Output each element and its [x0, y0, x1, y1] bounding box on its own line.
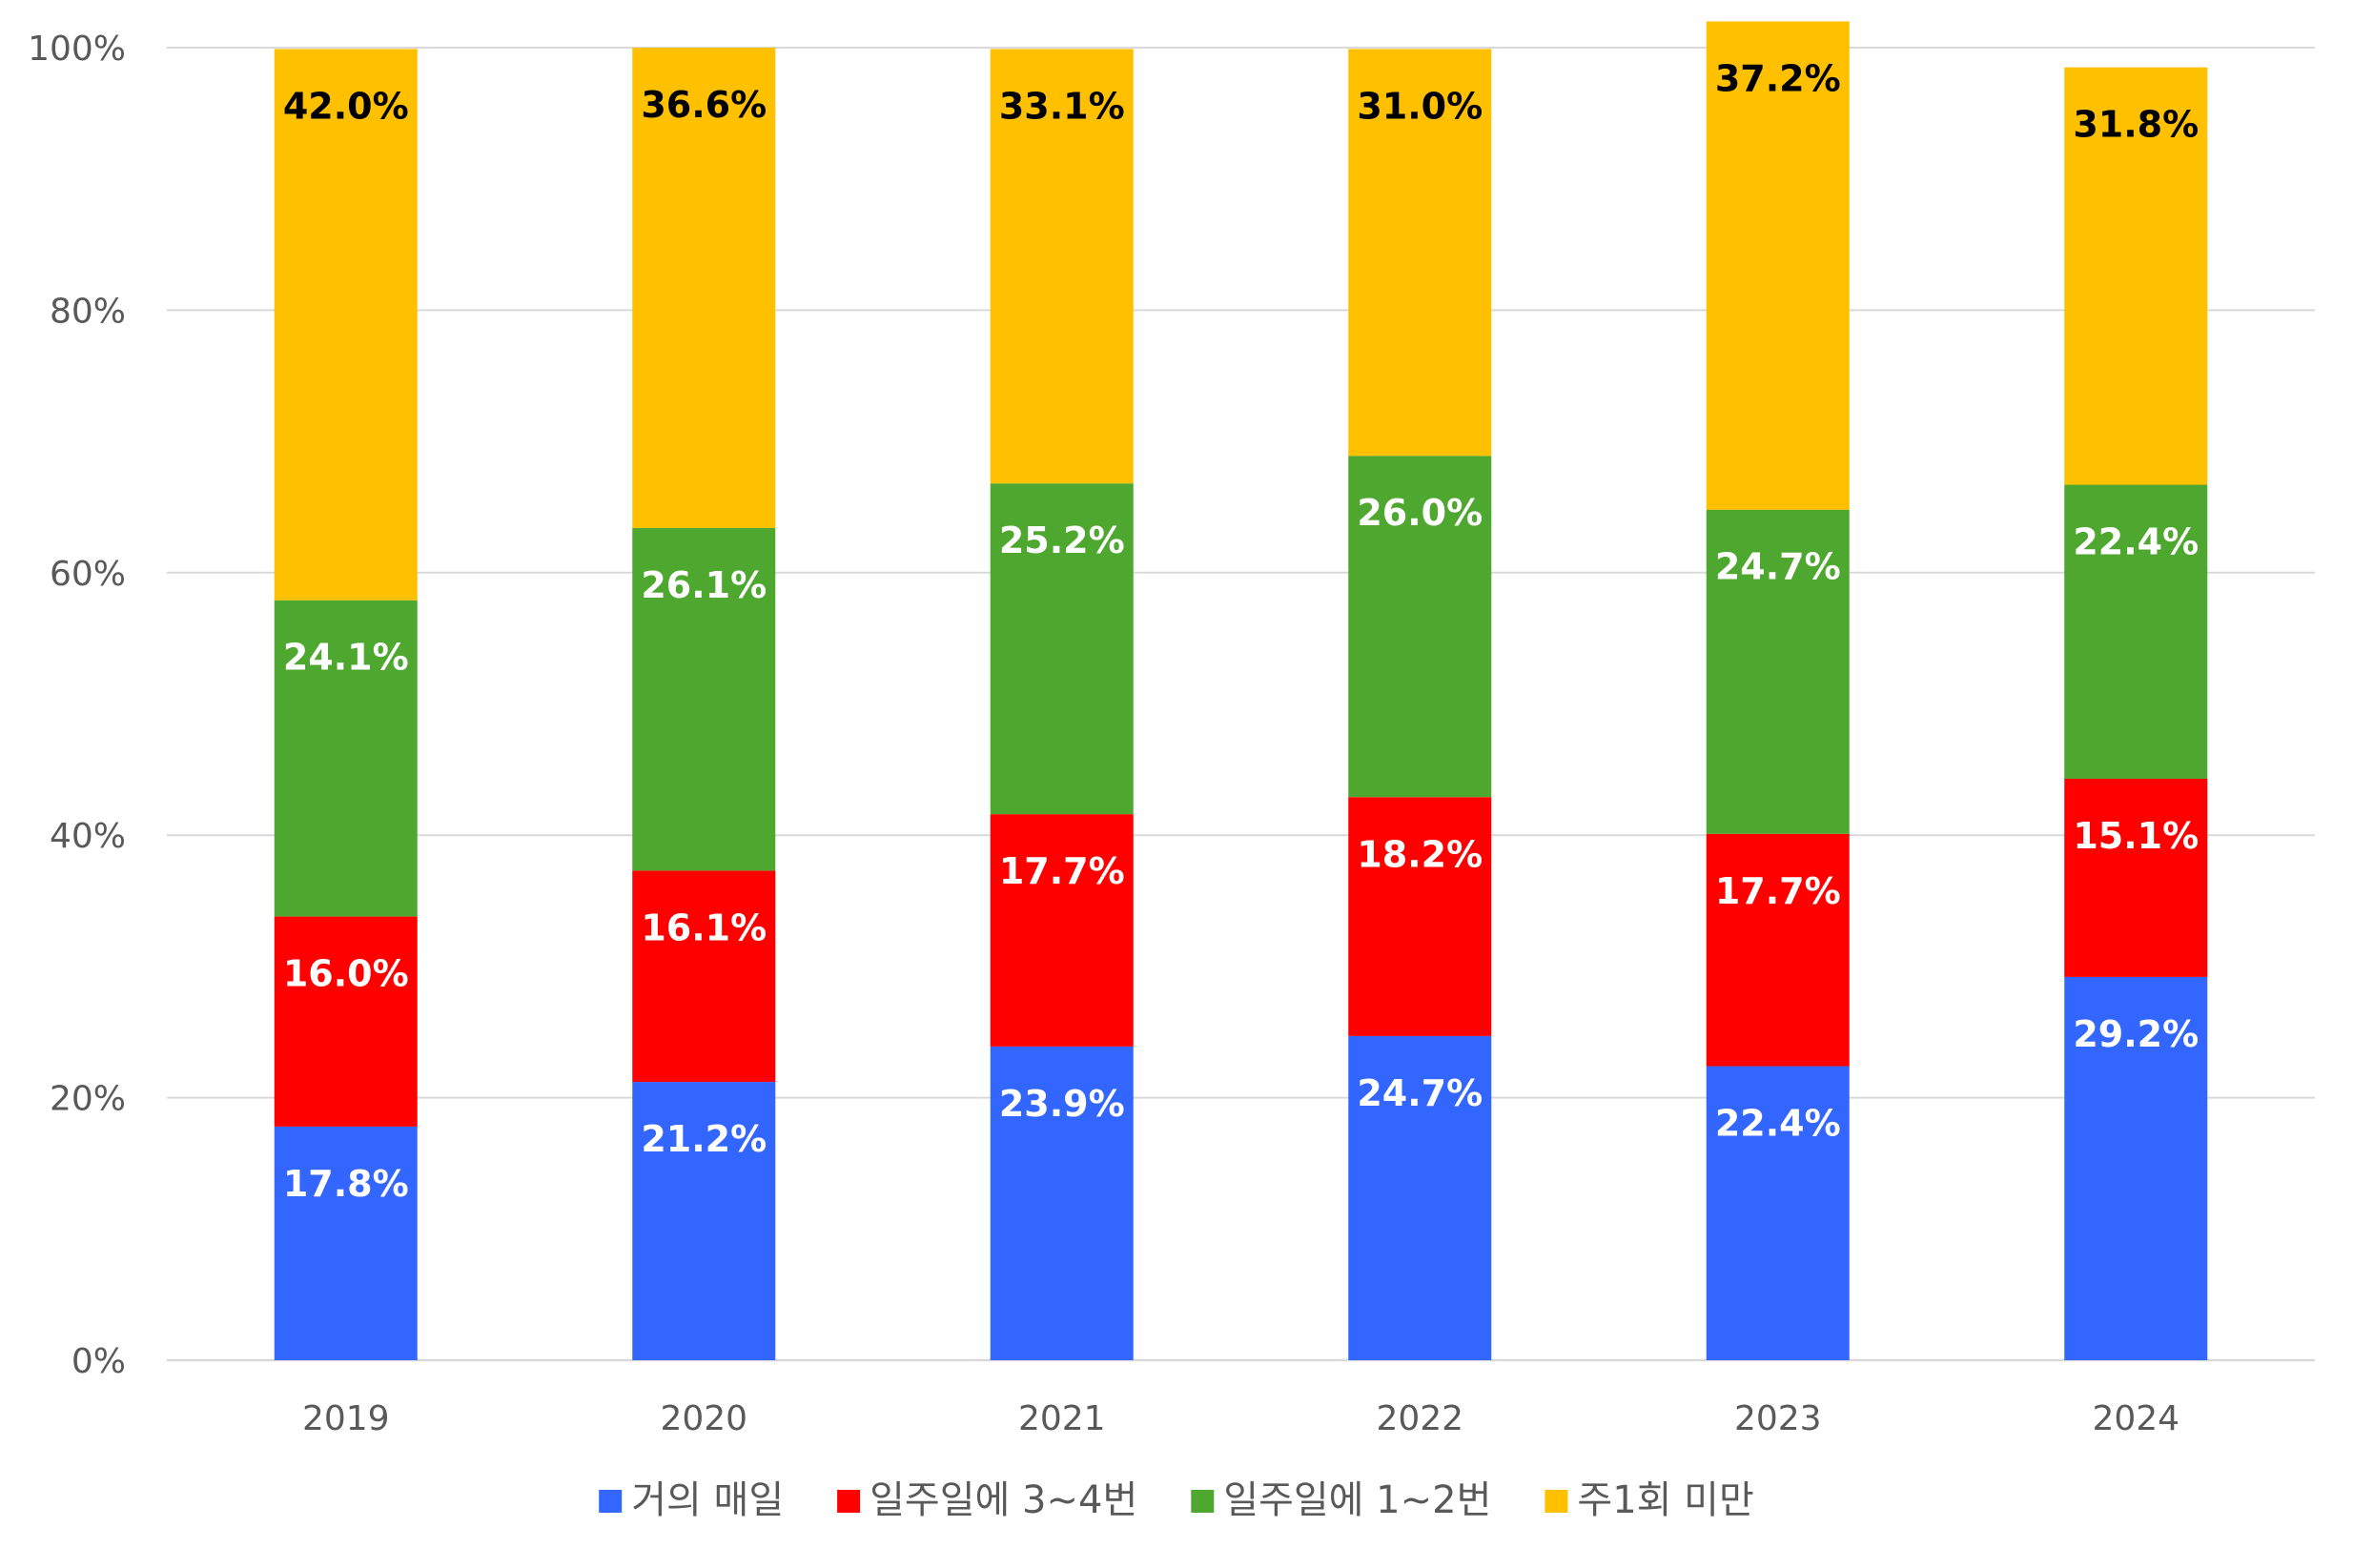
- data-label: 23.9%: [999, 1083, 1125, 1125]
- bar-segment: [1706, 21, 1850, 510]
- data-label: 17.7%: [999, 850, 1125, 892]
- data-label: 15.1%: [2073, 815, 2199, 857]
- legend-swatch: [1191, 1490, 1215, 1513]
- data-label: 42.0%: [283, 85, 409, 127]
- legend-label: 일주일에 3~4번: [870, 1478, 1137, 1522]
- legend-item: 일주일에 3~4번: [837, 1478, 1137, 1522]
- x-tick-label: 2021: [1018, 1399, 1106, 1438]
- bar-segment: [1348, 49, 1492, 457]
- y-tick-label: 0%: [72, 1342, 126, 1381]
- bar-segment: [2064, 778, 2208, 977]
- data-label: 22.4%: [1715, 1103, 1841, 1145]
- bar-segment: [274, 600, 418, 917]
- bar-segment: [632, 870, 776, 1083]
- bars: [274, 21, 2208, 1360]
- gridlines: [167, 47, 2315, 1362]
- data-label: 33.1%: [999, 85, 1125, 127]
- data-label: 29.2%: [2073, 1013, 2199, 1055]
- bar-segment: [1706, 509, 1850, 834]
- x-tick-label: 2022: [1376, 1399, 1463, 1438]
- data-label: 24.7%: [1357, 1072, 1483, 1114]
- data-label: 26.1%: [641, 564, 767, 606]
- bar-segment: [2064, 976, 2208, 1360]
- bar-segment: [2064, 484, 2208, 779]
- data-label: 22.4%: [2073, 521, 2199, 563]
- legend-swatch: [599, 1490, 623, 1513]
- bar-segment: [2064, 67, 2208, 485]
- data-label: 17.7%: [1715, 870, 1841, 912]
- data-label: 26.0%: [1357, 492, 1483, 534]
- data-labels: 17.8% 16.0% 24.1% 42.0% 21.2% 16.1% 26.1% 36.6%…: [283, 57, 2199, 1204]
- bar-segment: [1348, 456, 1492, 798]
- y-tick-label: 20%: [50, 1080, 126, 1119]
- data-label: 17.8%: [283, 1163, 409, 1205]
- legend-item: 일주일에 1~2번: [1191, 1478, 1491, 1522]
- bar-segment: [632, 48, 776, 528]
- data-label: 24.1%: [283, 637, 409, 679]
- legend-item: 거의 매일: [599, 1478, 784, 1522]
- x-tick-label: 2019: [302, 1399, 390, 1438]
- bar-segment: [990, 483, 1134, 815]
- x-axis: 2019 2020 2021 2022 2023 2024: [302, 1399, 2179, 1438]
- bar-segment: [632, 527, 776, 871]
- y-tick-label: 60%: [50, 555, 126, 594]
- data-label: 21.2%: [641, 1118, 767, 1160]
- data-label: 37.2%: [1715, 57, 1841, 99]
- bar-segment: [632, 1082, 776, 1360]
- bar-segment: [990, 49, 1134, 484]
- bar-segment: [1706, 833, 1850, 1067]
- x-tick-label: 2024: [2092, 1399, 2179, 1438]
- data-label: 31.8%: [2073, 104, 2199, 146]
- legend-label: 일주일에 1~2번: [1223, 1478, 1491, 1522]
- bar-segment: [1348, 1035, 1492, 1360]
- bar-segment: [274, 916, 418, 1127]
- data-label: 18.2%: [1357, 833, 1483, 875]
- bar-segment: [274, 1126, 418, 1360]
- legend-label: 거의 매일: [631, 1478, 784, 1522]
- legend-swatch: [1545, 1490, 1568, 1513]
- bar-segment: [990, 1046, 1134, 1360]
- x-tick-label: 2023: [1734, 1399, 1822, 1438]
- legend: 거의 매일 일주일에 3~4번 일주일에 1~2번 주1회 미만: [599, 1478, 1754, 1522]
- data-label: 16.0%: [283, 953, 409, 995]
- data-label: 25.2%: [999, 519, 1125, 561]
- y-tick-label: 80%: [50, 292, 126, 331]
- x-tick-label: 2020: [660, 1399, 747, 1438]
- y-tick-label: 100%: [28, 30, 126, 69]
- data-label: 16.1%: [641, 906, 767, 948]
- y-tick-label: 40%: [50, 817, 126, 856]
- bar-segment: [1706, 1066, 1850, 1360]
- y-axis: 0% 20% 40% 60% 80% 100%: [28, 30, 126, 1381]
- bar-segment: [274, 49, 418, 601]
- legend-swatch: [837, 1490, 861, 1513]
- legend-label: 주1회 미만: [1577, 1478, 1753, 1522]
- bar-segment: [1348, 797, 1492, 1036]
- data-label: 24.7%: [1715, 546, 1841, 588]
- legend-item: 주1회 미만: [1545, 1478, 1754, 1522]
- data-label: 31.0%: [1357, 85, 1483, 127]
- bar-segment: [990, 814, 1134, 1047]
- data-label: 36.6%: [641, 84, 767, 126]
